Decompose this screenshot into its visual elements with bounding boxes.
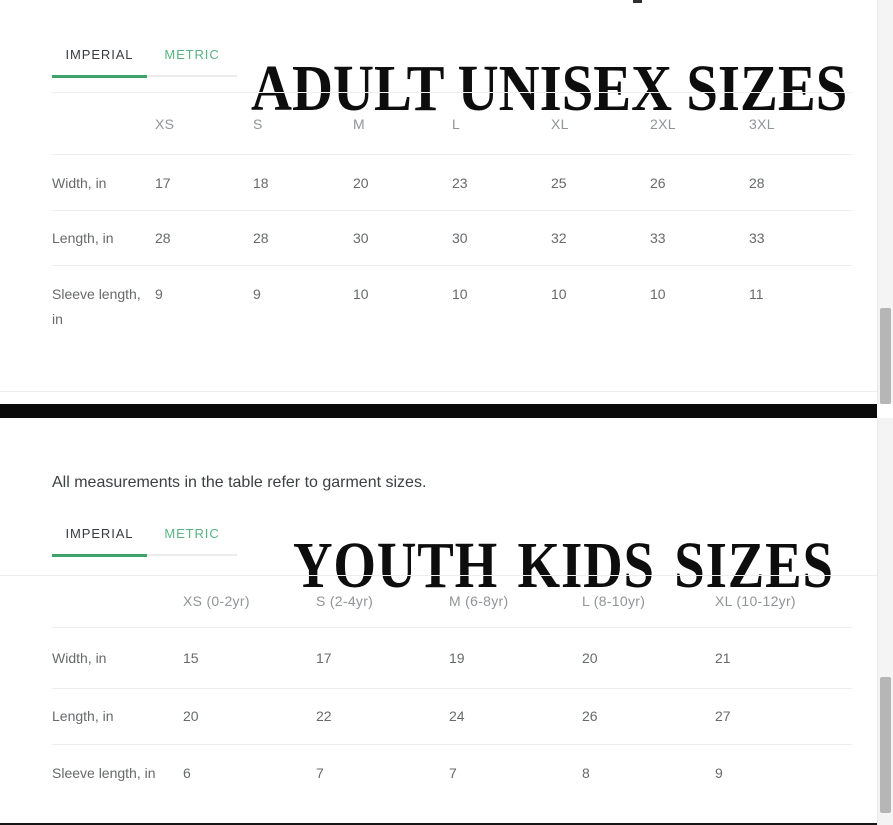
column-header: XS	[155, 115, 175, 132]
column-header: S	[253, 115, 263, 132]
tab-metric[interactable]: METRIC	[147, 30, 237, 78]
column-header: M (6-8yr)	[449, 593, 509, 610]
table-cell: 15	[183, 649, 199, 666]
column-header: S (2-4yr)	[316, 593, 374, 610]
table-cell: 26	[582, 708, 598, 724]
table-cell: 33	[650, 230, 666, 246]
table-header-row: XS (0-2yr) S (2-4yr) M (6-8yr) L (8-10yr…	[52, 576, 852, 627]
table-row: Length, in 20 22 24 26 27	[52, 688, 852, 744]
tab-metric-label: METRIC	[164, 525, 220, 541]
inactive-tab-underline	[147, 75, 237, 77]
table-cell: 10	[452, 286, 468, 302]
tab-metric[interactable]: METRIC	[147, 509, 237, 557]
table-cell: 28	[253, 230, 269, 246]
scrollbar-track[interactable]	[877, 418, 893, 825]
table-cell: 20	[353, 174, 369, 191]
table-cell: 17	[316, 649, 332, 666]
active-tab-underline	[52, 554, 147, 557]
row-label: Width, in	[52, 649, 107, 666]
table-cell: 28	[749, 174, 765, 191]
row-label: Width, in	[52, 174, 107, 191]
row-label: Length, in	[52, 708, 114, 724]
youth-size-table: XS (0-2yr) S (2-4yr) M (6-8yr) L (8-10yr…	[52, 576, 852, 802]
table-row: Sleeve length, in 9 9 10 10 10 10 11	[52, 266, 852, 389]
adult-unit-tabs: IMPERIAL METRIC	[52, 30, 237, 78]
youth-section-title: YOUTH KIDS SIZES	[293, 529, 834, 603]
corner-cell	[52, 576, 183, 627]
adult-size-table: XS S M L XL 2XL 3XL Width, in 17 18 20 2…	[52, 92, 852, 388]
table-cell: 33	[749, 230, 765, 246]
column-header: XS (0-2yr)	[183, 593, 250, 610]
table-top-rule	[0, 575, 877, 576]
table-cell: 6	[183, 765, 191, 782]
table-cell: 11	[749, 286, 764, 302]
column-header: XL (10-12yr)	[715, 593, 796, 610]
table-cell: 19	[449, 649, 465, 666]
table-row: Width, in 17 18 20 23 25 26 28	[52, 155, 852, 211]
tab-imperial[interactable]: IMPERIAL	[52, 30, 147, 78]
bottom-edge-rule	[0, 823, 877, 825]
table-cell: 17	[155, 174, 171, 191]
table-cell: 20	[183, 708, 199, 724]
table-cell: 8	[582, 765, 590, 782]
table-cell: 23	[452, 174, 468, 191]
table-cell: 25	[551, 174, 567, 191]
inactive-tab-underline	[147, 554, 237, 556]
scrollbar-thumb[interactable]	[880, 308, 891, 404]
scrollbar-thumb[interactable]	[880, 677, 891, 813]
active-tab-underline	[52, 75, 147, 78]
tab-imperial[interactable]: IMPERIAL	[52, 509, 147, 557]
table-cell: 21	[715, 649, 731, 666]
table-cell: 20	[582, 649, 598, 666]
table-cell: 26	[650, 174, 666, 191]
table-cell: 7	[449, 765, 457, 782]
tab-imperial-label: IMPERIAL	[65, 46, 134, 62]
table-cell: 9	[155, 286, 163, 302]
table-bottom-rule	[0, 391, 877, 392]
column-header: L (8-10yr)	[582, 593, 646, 610]
corner-cell	[52, 93, 155, 155]
table-cell: 9	[253, 286, 261, 302]
table-cell: 10	[551, 286, 567, 302]
table-cell: 10	[353, 286, 369, 302]
tab-metric-label: METRIC	[164, 46, 220, 62]
table-cell: 18	[253, 174, 269, 191]
column-header: L	[452, 115, 461, 132]
column-header: M	[353, 115, 365, 132]
table-row: Sleeve length, in 6 7 7 8 9	[52, 744, 852, 802]
row-label: Length, in	[52, 230, 114, 246]
table-cell: 7	[316, 765, 324, 782]
column-header: 3XL	[749, 115, 775, 132]
table-row: Width, in 15 17 19 20 21	[52, 627, 852, 688]
table-cell: 28	[155, 230, 171, 246]
table-header-row: XS S M L XL 2XL 3XL	[52, 93, 852, 155]
table-cell: 32	[551, 230, 567, 246]
table-cell: 30	[353, 230, 369, 246]
column-header: XL	[551, 115, 569, 132]
table-cell: 22	[316, 708, 332, 724]
section-divider-bar	[0, 404, 877, 418]
table-cell: 9	[715, 765, 723, 782]
cropped-partial-element	[633, 0, 642, 3]
table-cell: 24	[449, 708, 465, 724]
measurements-note: All measurements in the table refer to g…	[52, 474, 427, 491]
table-row: Length, in 28 28 30 30 32 33 33	[52, 211, 852, 266]
youth-unit-tabs: IMPERIAL METRIC	[52, 509, 237, 557]
row-label: Sleeve length, in	[52, 765, 156, 782]
table-cell: 10	[650, 286, 666, 302]
tab-imperial-label: IMPERIAL	[65, 525, 134, 541]
column-header: 2XL	[650, 115, 676, 132]
adult-section-title: ADULT UNISEX SIZES	[251, 52, 848, 126]
table-cell: 30	[452, 230, 468, 246]
row-label: Sleeve length, in	[52, 286, 141, 327]
scrollbar-track[interactable]	[877, 0, 893, 404]
table-cell: 27	[715, 708, 731, 724]
